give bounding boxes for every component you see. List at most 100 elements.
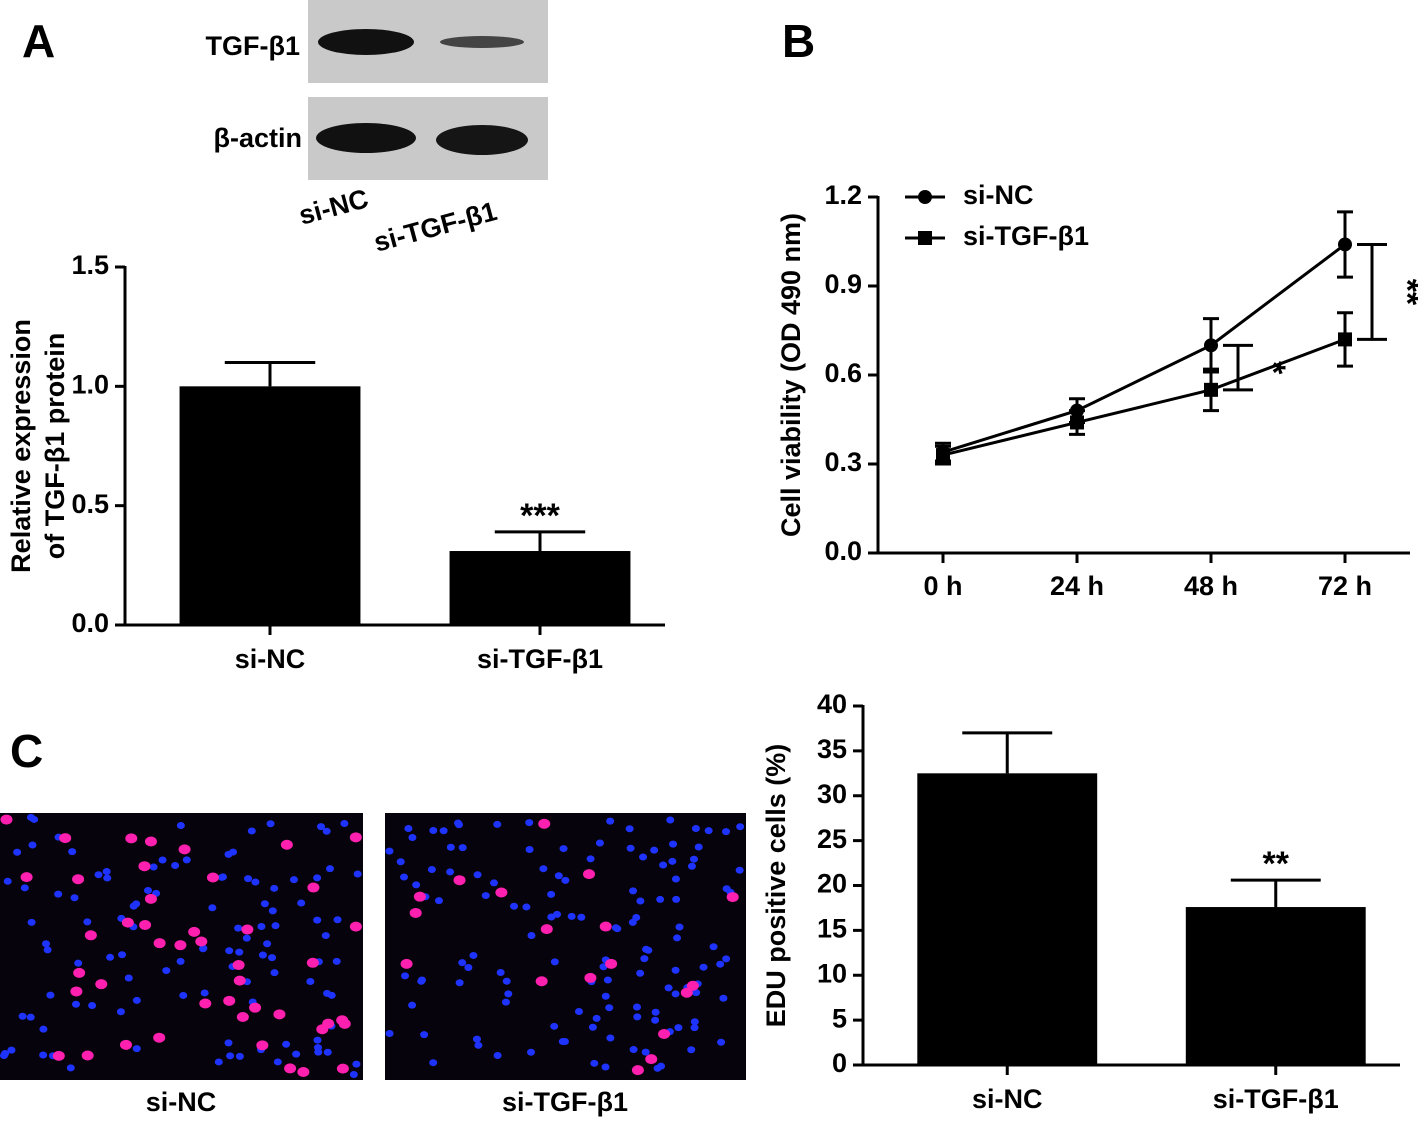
nucleus	[493, 820, 502, 828]
x-tick-label: si-NC	[972, 1084, 1043, 1114]
nucleus	[199, 998, 212, 1009]
nucleus	[313, 916, 322, 924]
nucleus	[297, 1066, 310, 1077]
nucleus	[489, 879, 498, 887]
nucleus	[640, 955, 649, 963]
error-bar	[224, 360, 316, 387]
nucleus	[323, 989, 332, 997]
nucleus	[611, 924, 620, 932]
nucleus	[606, 817, 615, 825]
error-bar	[962, 731, 1053, 774]
nucleus	[601, 1063, 610, 1071]
nucleus	[574, 1008, 583, 1016]
nucleus	[722, 828, 731, 836]
nucleus	[559, 845, 568, 853]
nucleus	[726, 892, 739, 903]
nucleus	[3, 877, 12, 885]
nucleus	[651, 1008, 660, 1016]
marker	[936, 448, 950, 463]
nucleus	[116, 1008, 125, 1016]
y-tick-label: 30	[817, 779, 847, 809]
nucleus	[162, 967, 171, 975]
nucleus	[550, 958, 559, 966]
nucleus	[481, 892, 490, 900]
fluorescence-image	[385, 813, 746, 1080]
nucleus	[43, 946, 52, 954]
nucleus	[495, 887, 508, 898]
y-tick-label: 5	[832, 1003, 847, 1033]
nucleus	[46, 991, 55, 999]
line	[942, 337, 1346, 457]
y-tick-label: 1.2	[824, 180, 862, 210]
nucleus	[664, 984, 673, 992]
significance-bracket	[1357, 242, 1387, 341]
bar	[1185, 907, 1366, 1065]
nucleus	[605, 1004, 614, 1012]
nucleus	[282, 1040, 291, 1048]
y-axis-label: of TGF-β1 protein	[40, 333, 70, 559]
nucleus	[722, 955, 731, 963]
nucleus	[704, 827, 713, 835]
nucleus	[59, 833, 72, 844]
nucleus	[352, 1060, 361, 1068]
nucleus	[271, 922, 280, 930]
nucleus	[385, 847, 394, 855]
nucleus	[251, 878, 260, 886]
y-axis-label: EDU positive cells (%)	[761, 744, 791, 1028]
nucleus	[225, 947, 234, 955]
nucleus	[103, 874, 112, 882]
nucleus	[629, 887, 638, 895]
nucleus	[132, 1045, 141, 1053]
nucleus	[550, 1022, 559, 1030]
nucleus	[671, 966, 680, 974]
nucleus	[671, 875, 680, 883]
nucleus	[583, 869, 596, 880]
y-tick-label: 15	[817, 914, 847, 944]
blot-lane-label: si-TGF-β1	[371, 196, 500, 258]
nucleus	[235, 1052, 244, 1060]
nucleus	[52, 1050, 65, 1061]
nucleus	[429, 1059, 438, 1067]
nucleus	[736, 823, 745, 831]
nucleus	[717, 1038, 726, 1046]
nucleus	[535, 976, 548, 987]
nucleus	[1, 1049, 10, 1057]
nucleus	[501, 998, 510, 1006]
nucleus	[455, 979, 464, 987]
nucleus	[735, 866, 744, 874]
nucleus	[687, 1046, 696, 1054]
nucleus	[522, 903, 531, 911]
nucleus	[321, 932, 330, 940]
nucleus	[446, 843, 455, 851]
nucleus	[458, 844, 467, 852]
significance: **	[1263, 845, 1290, 883]
nucleus	[322, 827, 331, 835]
nucleus	[73, 967, 86, 978]
nucleus	[306, 957, 319, 968]
nucleus	[353, 870, 362, 878]
nucleus	[605, 958, 618, 969]
nucleus	[270, 884, 279, 892]
nucleus	[42, 940, 51, 948]
nucleus	[538, 818, 551, 829]
x-tick-label: 48 h	[1184, 571, 1238, 601]
nucleus	[588, 1023, 597, 1031]
nucleus	[592, 1014, 601, 1022]
nucleus	[179, 991, 188, 999]
nucleus	[567, 912, 576, 920]
nucleus	[95, 979, 108, 990]
nucleus	[454, 819, 463, 827]
panel-letter: C	[10, 725, 43, 777]
bar	[917, 773, 1098, 1065]
nucleus	[235, 948, 244, 956]
nucleus	[601, 992, 610, 1000]
nucleus	[70, 986, 83, 997]
nucleus	[149, 863, 158, 871]
marker	[1338, 332, 1352, 347]
marker	[1204, 338, 1218, 353]
nucleus	[314, 1048, 323, 1056]
nucleus	[656, 895, 665, 903]
nucleus	[434, 897, 443, 905]
nucleus	[493, 1052, 502, 1060]
